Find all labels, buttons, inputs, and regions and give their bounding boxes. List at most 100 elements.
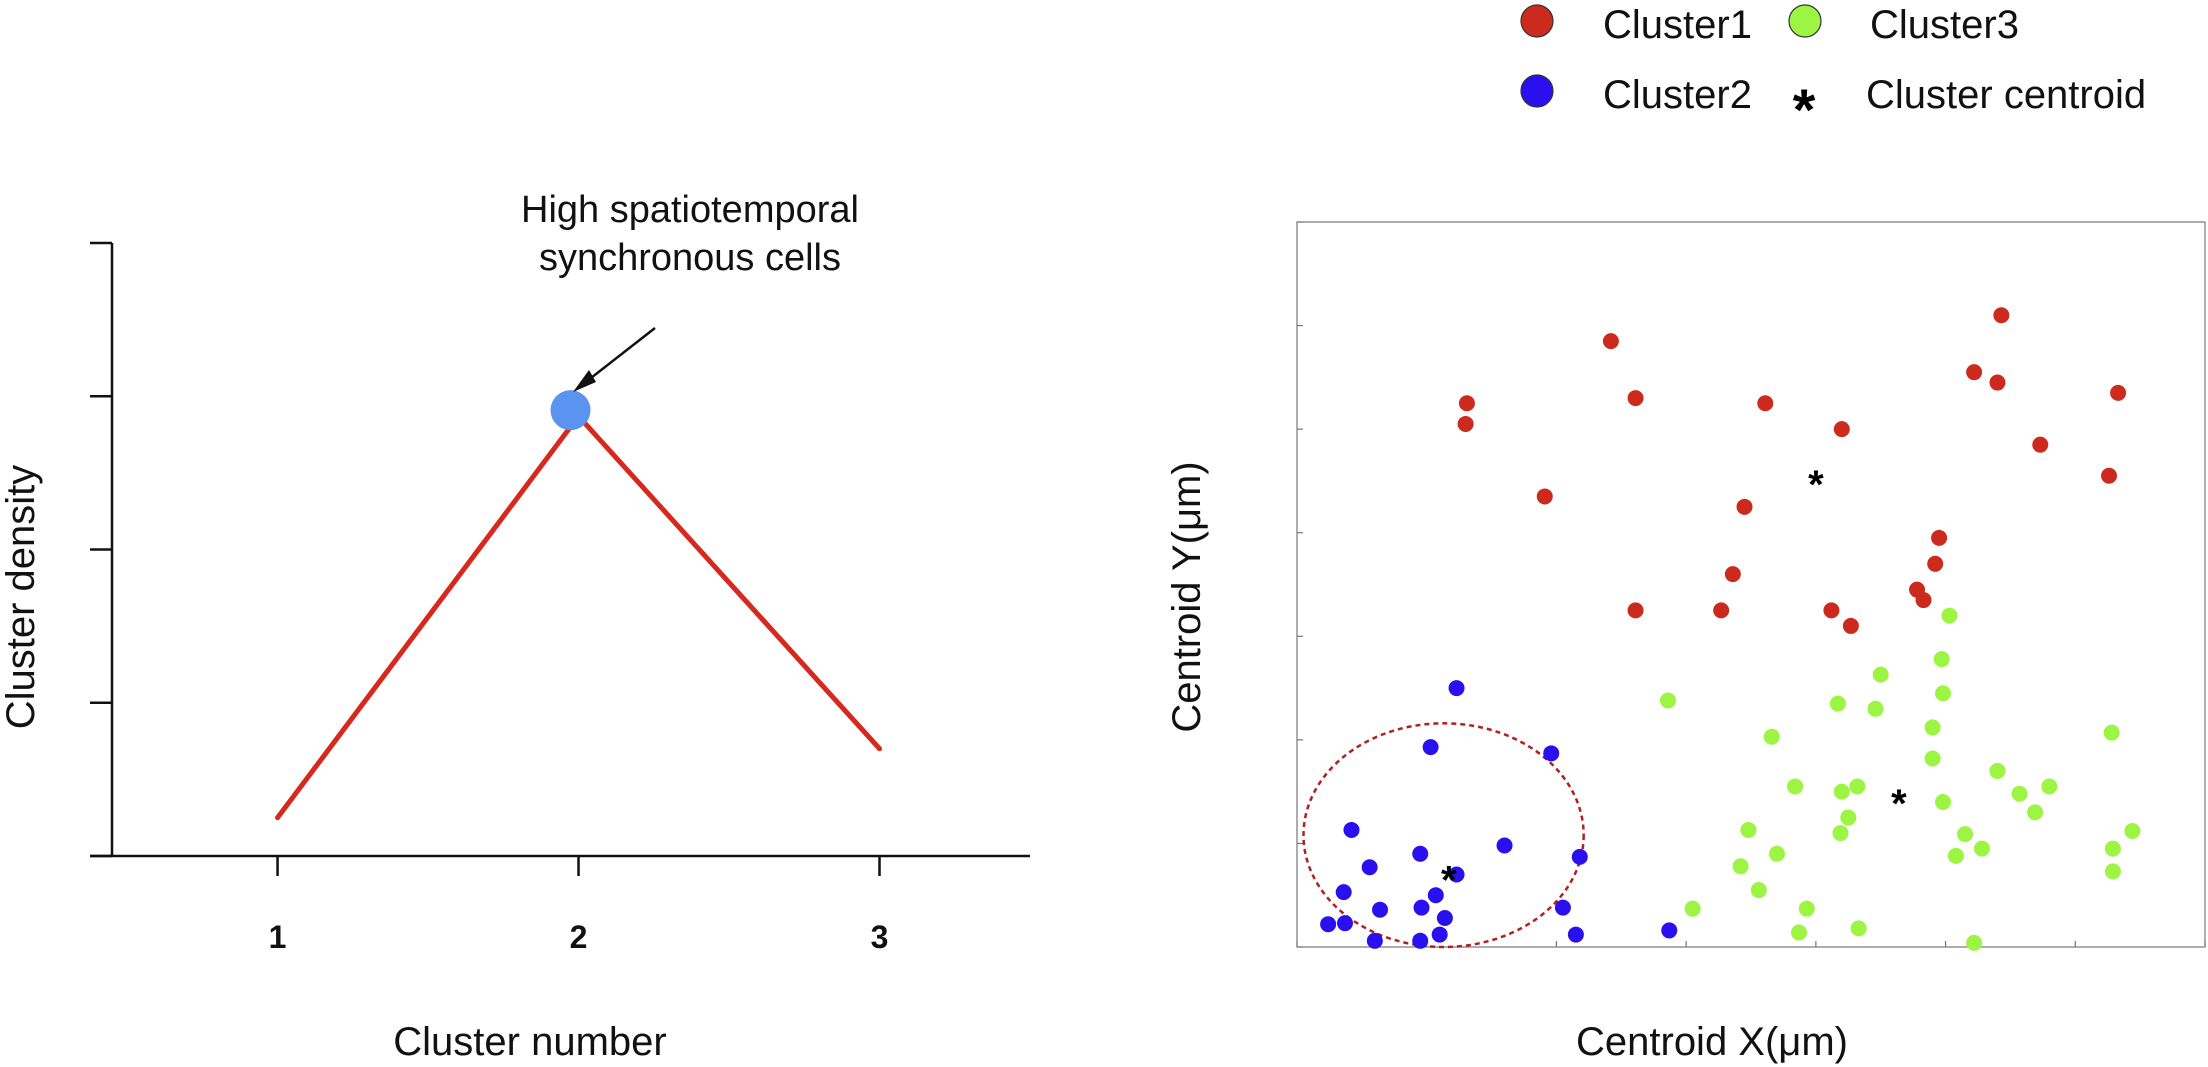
point-cluster3 <box>1957 826 1974 843</box>
point-cluster2 <box>1335 884 1352 901</box>
point-cluster2 <box>1412 845 1429 862</box>
point-cluster2 <box>1320 916 1337 933</box>
left-annotation: High spatiotemporal synchronous cells <box>521 189 859 392</box>
annotation-arrow-head <box>573 370 596 392</box>
point-cluster3 <box>1924 719 1941 736</box>
point-cluster2 <box>1448 866 1465 883</box>
point-cluster2 <box>1413 899 1430 916</box>
point-cluster2 <box>1422 739 1439 756</box>
point-cluster1 <box>1457 415 1474 432</box>
point-cluster1 <box>2101 467 2118 484</box>
point-cluster3 <box>2011 785 2028 802</box>
point-cluster2 <box>1436 910 1453 926</box>
legend-marker-cluster3 <box>1788 4 1822 38</box>
point-cluster3 <box>1924 750 1941 767</box>
point-cluster3 <box>1659 692 1676 709</box>
point-cluster3 <box>2124 823 2141 839</box>
point-cluster3 <box>1850 920 1867 937</box>
point-cluster1 <box>1823 602 1840 619</box>
point-cluster3 <box>1750 882 1767 899</box>
legend-label-cluster3: Cluster3 <box>1870 3 2019 47</box>
point-cluster1 <box>1736 498 1753 515</box>
point-cluster2 <box>1567 926 1584 943</box>
point-cluster1 <box>1602 333 1619 350</box>
right-axes <box>1296 221 2206 948</box>
point-cluster3 <box>1934 794 1951 810</box>
point-cluster2 <box>1366 932 1383 949</box>
point-cluster2 <box>1431 926 1448 943</box>
point-cluster3 <box>1829 695 1846 712</box>
cluster-density-line-chart: 1 2 3 High spatiotemporal synchronous cell… <box>0 189 1030 1064</box>
legend-marker-centroid: * <box>1793 78 1816 143</box>
point-cluster2 <box>1412 932 1429 949</box>
point-cluster3 <box>1867 700 1884 717</box>
point-cluster1 <box>1627 390 1644 407</box>
point-cluster1 <box>1724 566 1741 583</box>
legend-marker-cluster1 <box>1520 4 1554 38</box>
point-cluster3 <box>2104 863 2121 880</box>
centroid-marker: * <box>1891 782 1907 826</box>
point-cluster2 <box>1571 848 1588 865</box>
point-cluster3 <box>1732 858 1749 875</box>
centroid-marker: * <box>1808 463 1824 507</box>
point-cluster1 <box>1927 555 1944 572</box>
highlight-point <box>550 390 591 431</box>
point-cluster1 <box>1989 374 2006 391</box>
left-x-tick-label: 1 <box>269 919 287 955</box>
point-cluster1 <box>1458 395 1475 412</box>
centroid-markers: * * * <box>1441 463 1907 903</box>
annotation-text-line-1: High spatiotemporal <box>521 189 859 231</box>
point-cluster3 <box>1833 783 1850 800</box>
dashed-circle-region <box>1302 722 1585 949</box>
point-cluster1 <box>1627 602 1644 619</box>
point-cluster3 <box>1787 778 1804 795</box>
left-x-tick-label: 3 <box>871 919 889 955</box>
right-x-axis-label: Centroid X(μm) <box>1576 1020 1848 1064</box>
scatter-points <box>1320 307 2141 951</box>
legend-label-cluster2: Cluster2 <box>1603 73 1752 117</box>
line-point <box>275 815 281 821</box>
point-cluster2 <box>1448 680 1465 697</box>
point-cluster3 <box>1740 821 1757 838</box>
point-cluster2 <box>1343 821 1360 838</box>
point-cluster2 <box>1361 859 1378 876</box>
point-cluster3 <box>1966 934 1983 951</box>
point-cluster3 <box>1989 762 2006 779</box>
point-cluster3 <box>1840 809 1857 826</box>
right-y-axis-label: Centroid Y(μm) <box>1165 461 1209 732</box>
line-point <box>877 746 883 752</box>
left-x-tick-label: 2 <box>570 919 588 955</box>
point-cluster1 <box>1993 307 2010 324</box>
point-cluster2 <box>1543 745 1560 762</box>
annotation-text-line-2: synchronous cells <box>539 237 841 279</box>
annotation-arrow-shaft <box>581 327 656 386</box>
point-cluster3 <box>2041 778 2058 795</box>
point-cluster1 <box>1966 364 1983 381</box>
point-cluster1 <box>2032 436 2049 453</box>
point-cluster3 <box>1933 651 1950 668</box>
point-cluster2 <box>1496 837 1513 854</box>
plot-frame <box>1296 221 2206 948</box>
legend-marker-cluster2 <box>1520 74 1554 108</box>
legend: Cluster1 Cluster3 Cluster2 * Cluster cen… <box>1520 3 2146 143</box>
point-cluster3 <box>1763 728 1780 745</box>
point-cluster1 <box>1536 488 1553 505</box>
left-x-tick-labels: 1 2 3 <box>269 919 889 955</box>
point-cluster3 <box>2104 840 2121 857</box>
point-cluster3 <box>1790 924 1807 941</box>
point-cluster2 <box>1336 915 1353 932</box>
point-cluster3 <box>1941 607 1958 624</box>
point-cluster2 <box>1554 899 1571 916</box>
point-cluster1 <box>1713 602 1730 619</box>
density-line <box>275 413 882 820</box>
centroid-marker: * <box>1441 859 1457 903</box>
point-cluster1 <box>1757 395 1774 412</box>
point-cluster3 <box>1768 845 1785 862</box>
centroid-scatter-plot: Cluster1 Cluster3 Cluster2 * Cluster cen… <box>1165 3 2206 1064</box>
point-cluster3 <box>1849 778 1866 795</box>
point-cluster1 <box>1931 529 1948 546</box>
point-cluster3 <box>1947 847 1964 864</box>
left-y-axis-label: Cluster density <box>0 465 43 730</box>
point-cluster3 <box>1973 840 1990 857</box>
